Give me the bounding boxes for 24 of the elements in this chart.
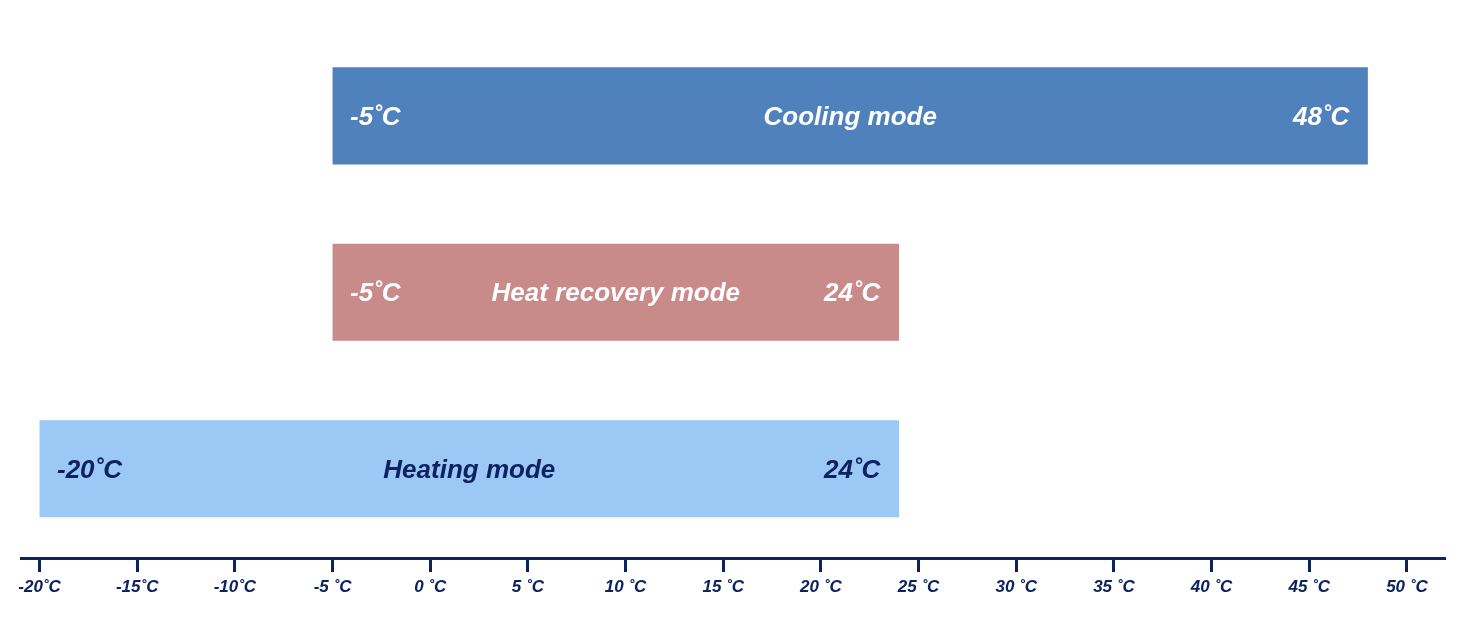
x-tick-label: 15 ˚C [702,577,745,597]
annotation: 48˚C [1292,101,1351,131]
x-tick-label: 0 ˚C [414,577,447,597]
y-tick-label: Heat recovery mode [491,277,741,308]
x-tick-label: 50 ˚C [1386,577,1429,597]
annotation: 24˚C [823,277,882,307]
x-tick-label: 35 ˚C [1093,577,1136,597]
x-tick-label: 25 ˚C [896,577,941,597]
annotation: 24˚C [823,454,882,484]
annotation: -20˚C [57,454,124,484]
y-tick-label: Cooling mode [763,100,937,131]
x-tick-label: -20˚C [18,577,62,597]
x-tick-label: -5 ˚C [313,577,353,597]
x-tick-label: 45 ˚C [1287,577,1331,597]
annotation: -5˚C [350,101,402,131]
x-tick-label: -15˚C [115,577,160,597]
x-tick-label: -10˚C [213,577,257,597]
x-tick-label: 30 ˚C [995,577,1038,597]
x-tick-label: 40 ˚C [1189,577,1234,597]
x-tick-label: 10 ˚C [604,577,648,597]
x-tick-label: 5 ˚C [511,577,545,597]
x-tick-label: 20 ˚C [799,577,843,597]
y-tick-label: Heating mode [383,453,556,484]
annotation: -5˚C [350,277,402,307]
